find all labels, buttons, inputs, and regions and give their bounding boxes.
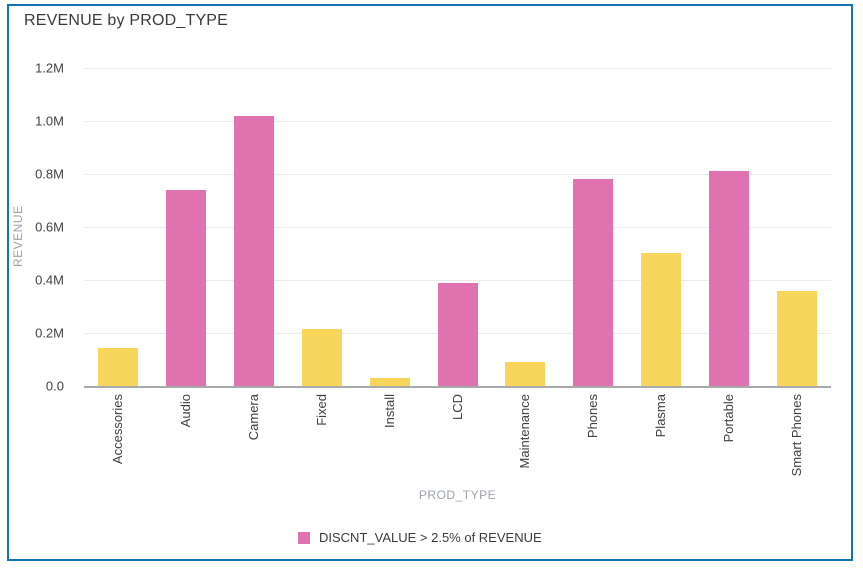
x-category-label: Phones [585, 394, 600, 439]
bar-lcd[interactable] [438, 283, 478, 386]
gridline [84, 280, 831, 281]
bar-maintenance[interactable] [505, 362, 545, 386]
bar-fixed[interactable] [302, 329, 342, 386]
gridline [84, 227, 831, 228]
y-tick-label: 0.6M [35, 219, 64, 235]
x-category-label: Fixed [314, 394, 329, 426]
y-tick-label: 1.0M [35, 113, 64, 129]
x-category-label: Camera [246, 394, 261, 441]
x-category-label: Plasma [653, 394, 668, 438]
bar-accessories[interactable] [98, 348, 138, 386]
x-category-label: Portable [721, 394, 736, 443]
x-axis-line [84, 386, 831, 388]
x-category-label: LCD [450, 394, 465, 421]
bar-install[interactable] [370, 378, 410, 386]
bar-camera[interactable] [234, 116, 274, 386]
x-category-label: Accessories [110, 394, 125, 465]
x-axis-title: PROD_TYPE [418, 488, 497, 502]
gridline [84, 68, 831, 69]
legend-label: DISCNT_VALUE > 2.5% of REVENUE [319, 530, 542, 545]
x-category-label: Install [382, 394, 397, 428]
gridline [84, 174, 831, 175]
x-category-label: Audio [178, 394, 193, 428]
bar-smart-phones[interactable] [777, 291, 817, 386]
y-tick-label: 0.0 [45, 378, 64, 394]
y-axis-title: REVENUE [11, 205, 25, 267]
chart-title: REVENUE by PROD_TYPE [24, 12, 229, 29]
legend-item[interactable]: DISCNT_VALUE > 2.5% of REVENUE [298, 530, 542, 545]
y-tick-label: 0.4M [35, 272, 64, 288]
y-tick-label: 0.8M [35, 166, 64, 182]
y-tick-label: 0.2M [35, 325, 64, 341]
bar-audio[interactable] [166, 190, 206, 386]
y-tick-label: 1.2M [35, 60, 64, 76]
plot-area: REVENUE 0.0 0.2M 0.4M 0.6M 0.8M 1.0M 1.2M Acce… [9, 6, 851, 559]
legend-swatch [298, 531, 310, 544]
bar-plasma[interactable] [641, 253, 681, 386]
x-category-label: Maintenance [517, 394, 532, 469]
chart-card: REVENUE by PROD_TYPE REVENUE 0.0 0.2M 0.4M… [7, 4, 853, 561]
gridline [84, 121, 831, 122]
x-category-label: Smart Phones [789, 394, 804, 477]
bar-portable[interactable] [709, 171, 749, 386]
bar-phones[interactable] [573, 179, 613, 386]
